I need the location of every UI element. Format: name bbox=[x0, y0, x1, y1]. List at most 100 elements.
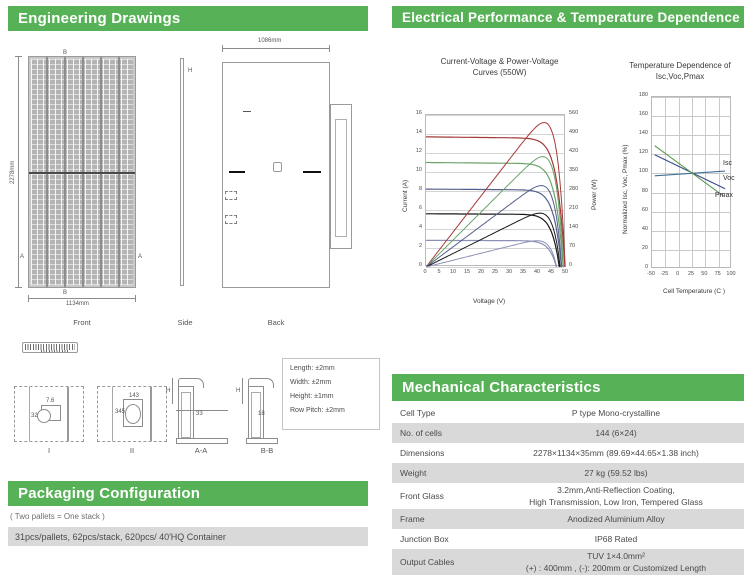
back-width-dimension-text: 1086mm bbox=[258, 38, 282, 44]
iv-y2-tick-label: 490 bbox=[569, 129, 579, 135]
chart-series-line bbox=[426, 240, 558, 267]
iv-x-tick-label: 5 bbox=[437, 269, 441, 275]
temp-x-tick-label: 0 bbox=[676, 271, 680, 277]
iv-y-tick-label: 4 bbox=[418, 224, 422, 230]
table-row-label: Dimensions bbox=[400, 448, 445, 458]
section-bb-dim-text: 18 bbox=[258, 411, 265, 417]
dimension-line-height bbox=[18, 56, 19, 288]
packaging-detail-row: 31pcs/pallets, 62pcs/stack, 620pcs/ 40'H… bbox=[8, 527, 368, 546]
iv-x-tick-label: 40 bbox=[533, 269, 541, 275]
barcode-stripes bbox=[25, 344, 75, 350]
chart-gridline bbox=[652, 135, 730, 137]
detail-drawings-area: 7.6 32 I 143 345 II 33 H A-A bbox=[0, 338, 385, 468]
engineering-drawings-area: 2278mm 1134mm Front B B A A H Side 108 bbox=[0, 34, 385, 334]
iv-x-tick-label: 15 bbox=[463, 269, 471, 275]
iv-y-tick-label: 2 bbox=[418, 243, 422, 249]
chart-series-line bbox=[426, 156, 564, 267]
temp-y-tick-label: 20 bbox=[641, 244, 648, 251]
detail-drawing-one: 7.6 32 bbox=[14, 386, 84, 442]
chart-series-line bbox=[426, 188, 563, 267]
iv-x-tick-label: 10 bbox=[449, 269, 457, 275]
tolerance-width: Width: ±2mm bbox=[290, 379, 332, 386]
dimension-tick bbox=[222, 45, 223, 52]
chart-series-line bbox=[654, 145, 725, 197]
iv-y-tick-label: 0 bbox=[418, 262, 422, 268]
section-header-packaging-configuration: Packaging Configuration bbox=[8, 481, 368, 506]
iv-x-tick-label: 35 bbox=[519, 269, 527, 275]
temp-x-axis-label: Cell Temperature (C ) bbox=[663, 288, 726, 295]
table-row-label: Frame bbox=[400, 514, 425, 524]
section-bb-profile bbox=[240, 378, 290, 448]
iv-y2-tick-label: 350 bbox=[569, 167, 579, 173]
table-row-label: Cell Type bbox=[400, 408, 436, 418]
temperature-dependence-chart: Temperature Dependence of Isc,Voc,Pmax N… bbox=[610, 34, 750, 304]
table-row-value: 2278×1134×35mm (89.69×44.65×1.38 inch) bbox=[533, 448, 699, 458]
barcode-stripes-secondary bbox=[41, 350, 69, 352]
chart-gridline bbox=[426, 210, 564, 211]
iv-y-tick-label: 10 bbox=[415, 167, 422, 173]
iv-y-tick-label: 12 bbox=[415, 148, 422, 154]
temp-x-tick-label: 25 bbox=[687, 271, 695, 277]
iv-x-tick-label: 50 bbox=[561, 269, 569, 275]
iv-chart-title-line1: Current-Voltage & Power-Voltage bbox=[440, 57, 559, 66]
iv-plot-area bbox=[425, 114, 566, 268]
table-row-value: Anodized Aluminium Alloy bbox=[567, 514, 665, 524]
iv-y-tick-label: 16 bbox=[415, 110, 422, 116]
bracket-inner-outline bbox=[335, 119, 347, 237]
iv-x-tick-label: 25 bbox=[491, 269, 499, 275]
output-cable-positive bbox=[303, 171, 321, 173]
iv-y2-axis-label: Power (W) bbox=[591, 179, 598, 210]
table-row: Junction Box IP68 Rated bbox=[392, 529, 744, 549]
dimension-tick bbox=[15, 56, 22, 57]
temp-chart-title-line2: Isc,Voc,Pmax bbox=[655, 72, 705, 81]
iv-y2-tick-label: 210 bbox=[569, 205, 579, 211]
iv-x-axis-label: Voltage (V) bbox=[473, 298, 506, 305]
chart-series-line bbox=[426, 239, 558, 267]
chart-series-line bbox=[426, 212, 561, 267]
section-aa-dim-text: 33 bbox=[196, 411, 203, 417]
chart-gridline bbox=[652, 173, 730, 175]
output-cable-negative bbox=[229, 171, 245, 173]
chart-gridline bbox=[705, 97, 707, 267]
temp-y-tick-label: 60 bbox=[641, 206, 648, 213]
chart-series-line bbox=[654, 170, 726, 177]
chart-gridline bbox=[692, 97, 693, 267]
iv-y2-tick-label: 70 bbox=[569, 243, 576, 249]
table-row-value: P type Mono-crystalline bbox=[571, 408, 661, 418]
chart-gridline bbox=[426, 191, 564, 192]
section-header-electrical-performance: Electrical Performance & Temperature Dep… bbox=[392, 6, 744, 28]
tolerance-row-pitch: Row Pitch: ±2mm bbox=[290, 407, 345, 414]
back-view-caption: Back bbox=[267, 318, 285, 327]
temp-x-tick-label: 75 bbox=[714, 271, 721, 277]
temp-y-tick-label: 100 bbox=[638, 168, 648, 175]
detail-one-caption: I bbox=[47, 446, 51, 455]
side-view-drawing bbox=[180, 58, 184, 286]
chart-gridline bbox=[426, 134, 564, 135]
table-row-value: TUV 1×4.0mm² (+) : 400mm , (-): 200mm or … bbox=[525, 551, 707, 573]
tolerance-box: Length: ±2mm Width: ±2mm Height: ±1mm Ro… bbox=[282, 358, 380, 430]
chart-series-line bbox=[426, 121, 566, 267]
section-header-mechanical-characteristics: Mechanical Characteristics bbox=[392, 374, 744, 401]
dimension-line-width bbox=[28, 298, 136, 299]
dimension-line-back-width bbox=[222, 48, 330, 49]
table-row-label: Front Glass bbox=[400, 491, 444, 501]
tolerance-height: Height: ±1mm bbox=[290, 393, 334, 400]
dimension-tick bbox=[28, 295, 29, 302]
chart-gridline bbox=[426, 153, 564, 154]
detail-two-caption: II bbox=[129, 446, 135, 455]
chart-series-line bbox=[426, 136, 566, 267]
chart-gridline bbox=[718, 97, 720, 267]
temp-y-tick-label: 120 bbox=[638, 149, 648, 156]
table-row: Dimensions 2278×1134×35mm (89.69×44.65×1.… bbox=[392, 443, 744, 463]
iv-x-tick-label: 20 bbox=[477, 269, 485, 275]
section-bb-caption: B-B bbox=[260, 446, 274, 455]
iv-y2-tick-label: 280 bbox=[569, 186, 579, 192]
table-row-value: 144 (6×24) bbox=[595, 428, 637, 438]
chart-gridline bbox=[652, 211, 730, 213]
temp-y-tick-label: 160 bbox=[638, 111, 648, 118]
chart-gridline bbox=[426, 229, 564, 230]
side-view-caption: Side bbox=[177, 318, 193, 327]
iv-x-tick-label: 0 bbox=[423, 269, 427, 275]
table-row-label: Output Cables bbox=[400, 557, 455, 567]
temp-y-tick-label: 40 bbox=[641, 225, 648, 232]
